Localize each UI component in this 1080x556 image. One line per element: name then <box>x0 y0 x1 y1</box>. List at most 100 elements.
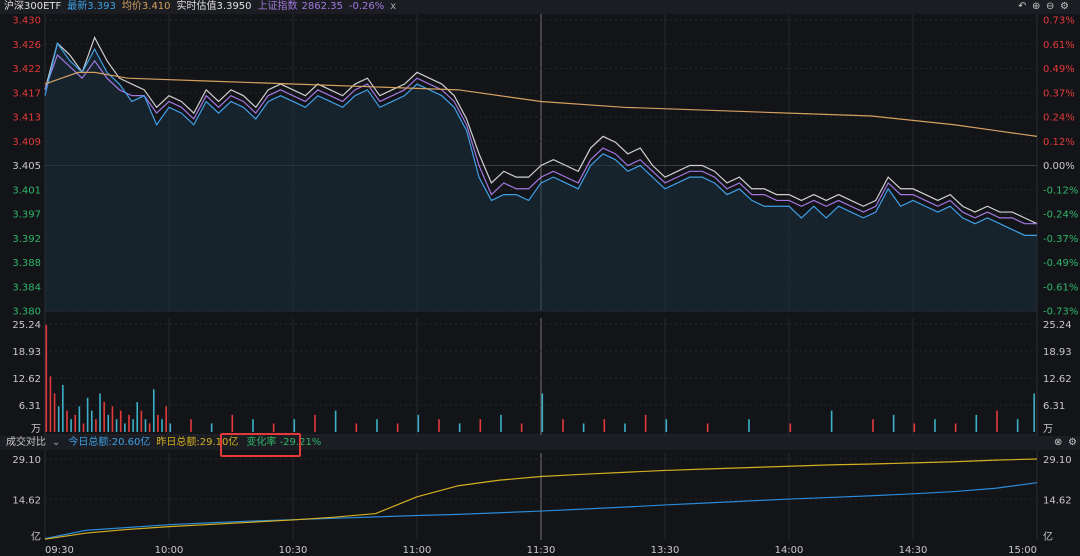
volume-bar <box>144 419 147 432</box>
y-tick-label-right: -0.24% <box>1043 210 1078 221</box>
volume-bar <box>830 410 833 432</box>
volume-bar <box>334 410 337 432</box>
plus-circle-icon[interactable]: ⊕ <box>1032 1 1041 12</box>
volume-bar <box>66 410 68 432</box>
y-tick-label-left: 6.31 <box>19 401 41 412</box>
x-tick-label: 14:00 <box>775 545 804 556</box>
volume-bar <box>70 419 72 432</box>
volume-bar <box>314 414 316 432</box>
x-tick-label: 15:00 <box>1008 545 1037 556</box>
highlight-box <box>220 433 301 457</box>
volume-bar <box>152 389 155 432</box>
volume-bar <box>124 423 126 432</box>
volume-bar <box>355 423 358 432</box>
close-circle-icon[interactable]: ⊗ <box>1054 437 1063 448</box>
y-tick-label-left: 3.430 <box>12 16 41 27</box>
chevron-down-icon[interactable]: ⌄ <box>52 437 61 448</box>
y-tick-label-right: 万 <box>1043 424 1053 435</box>
close-icon[interactable]: x <box>390 1 397 12</box>
y-tick-label-right: 0.24% <box>1043 113 1075 124</box>
volume-compare-bar: 成交对比 ⌄ 今日总额:20.60亿 昨日总额:29.10亿 变化率 -29.2… <box>0 436 1080 450</box>
undo-icon[interactable]: ↶ <box>1018 1 1027 12</box>
volume-bar <box>190 419 192 432</box>
y-tick-label-right: -0.61% <box>1043 282 1078 293</box>
volume-bar <box>136 402 139 432</box>
volume-bar <box>872 419 874 432</box>
series-line <box>44 71 1038 137</box>
volume-bar <box>74 414 77 432</box>
volume-bar <box>1016 419 1019 432</box>
y-tick-label-right: 0.49% <box>1043 64 1075 75</box>
volume-bar <box>603 419 606 432</box>
y-tick-label-right: 14.62 <box>1043 495 1072 506</box>
y-tick-label-right: 0.00% <box>1043 161 1075 172</box>
series-line <box>44 458 1038 540</box>
y-tick-label-right: 0.12% <box>1043 137 1075 148</box>
x-tick-label: 10:30 <box>279 545 308 556</box>
volume-bar <box>132 419 134 432</box>
volume-bar <box>748 419 750 432</box>
volume-bar <box>293 419 296 432</box>
y-tick-label-left: 3.392 <box>12 234 41 245</box>
volume-bar <box>53 393 56 432</box>
volume-bar <box>582 423 585 432</box>
y-tick-label-right: -0.49% <box>1043 258 1078 269</box>
y-tick-label-left: 29.10 <box>12 455 41 466</box>
x-tick-label: 11:30 <box>527 545 556 556</box>
fund-name: 沪深300ETF <box>4 1 62 12</box>
y-tick-label-left: 3.413 <box>12 113 41 124</box>
volume-bar <box>62 384 64 432</box>
volume-bar <box>148 423 151 432</box>
y-tick-label-right: 0.73% <box>1043 16 1075 27</box>
volume-bar <box>78 406 81 432</box>
y-tick-label-left: 亿 <box>31 530 41 543</box>
y-tick-label-left: 3.409 <box>12 137 41 148</box>
volume-bar <box>90 410 93 432</box>
price-area-fill <box>45 43 1037 311</box>
x-tick-label: 10:00 <box>155 545 184 556</box>
index-name: 上证指数 <box>257 1 298 12</box>
volume-bar <box>954 423 957 432</box>
volume-bar <box>500 414 502 432</box>
volume-bar <box>892 414 895 432</box>
volume-bar <box>913 423 916 432</box>
volume-bar <box>520 423 523 432</box>
volume-bar <box>115 419 118 432</box>
volume-bar <box>210 423 213 432</box>
y-tick-label-left: 3.388 <box>12 258 41 269</box>
volume-bar <box>376 419 378 432</box>
y-tick-label-right: 0.37% <box>1043 88 1075 99</box>
minus-circle-icon[interactable]: ⊖ <box>1046 1 1055 12</box>
volume-bar <box>252 419 254 432</box>
volume-bar <box>57 406 60 432</box>
y-tick-label-left: 3.405 <box>12 161 41 172</box>
y-tick-label-right: 0.61% <box>1043 40 1075 51</box>
series-line <box>44 53 1037 225</box>
y-tick-label-right: 12.62 <box>1043 374 1072 385</box>
series-line <box>44 41 1037 236</box>
volume-bar <box>541 393 544 432</box>
realtime-estimate: 实时估值3.3950 <box>176 1 252 12</box>
y-tick-label-left: 3.401 <box>12 185 41 196</box>
y-tick-label-left: 3.426 <box>12 40 41 51</box>
volume-bar <box>934 419 936 432</box>
volume-bar <box>624 423 626 432</box>
volume-bar <box>975 414 978 432</box>
volume-bar <box>86 397 89 432</box>
volume-bar <box>562 419 564 432</box>
volume-bar <box>99 393 101 432</box>
volume-bar <box>111 406 114 432</box>
y-tick-label-left: 3.422 <box>12 64 41 75</box>
gear-icon[interactable]: ⚙ <box>1060 1 1069 12</box>
y-tick-label-right: -0.37% <box>1043 234 1078 245</box>
volume-bar <box>119 410 122 432</box>
volume-bar <box>996 410 998 432</box>
y-tick-label-right: 6.31 <box>1043 401 1065 412</box>
y-tick-label-right: 18.93 <box>1043 347 1072 358</box>
volume-bar <box>95 419 97 432</box>
series-line <box>44 482 1038 540</box>
gear-icon[interactable]: ⚙ <box>1068 437 1077 448</box>
latest-price: 最新3.393 <box>67 1 116 12</box>
index-change: -0.26% <box>348 1 385 12</box>
